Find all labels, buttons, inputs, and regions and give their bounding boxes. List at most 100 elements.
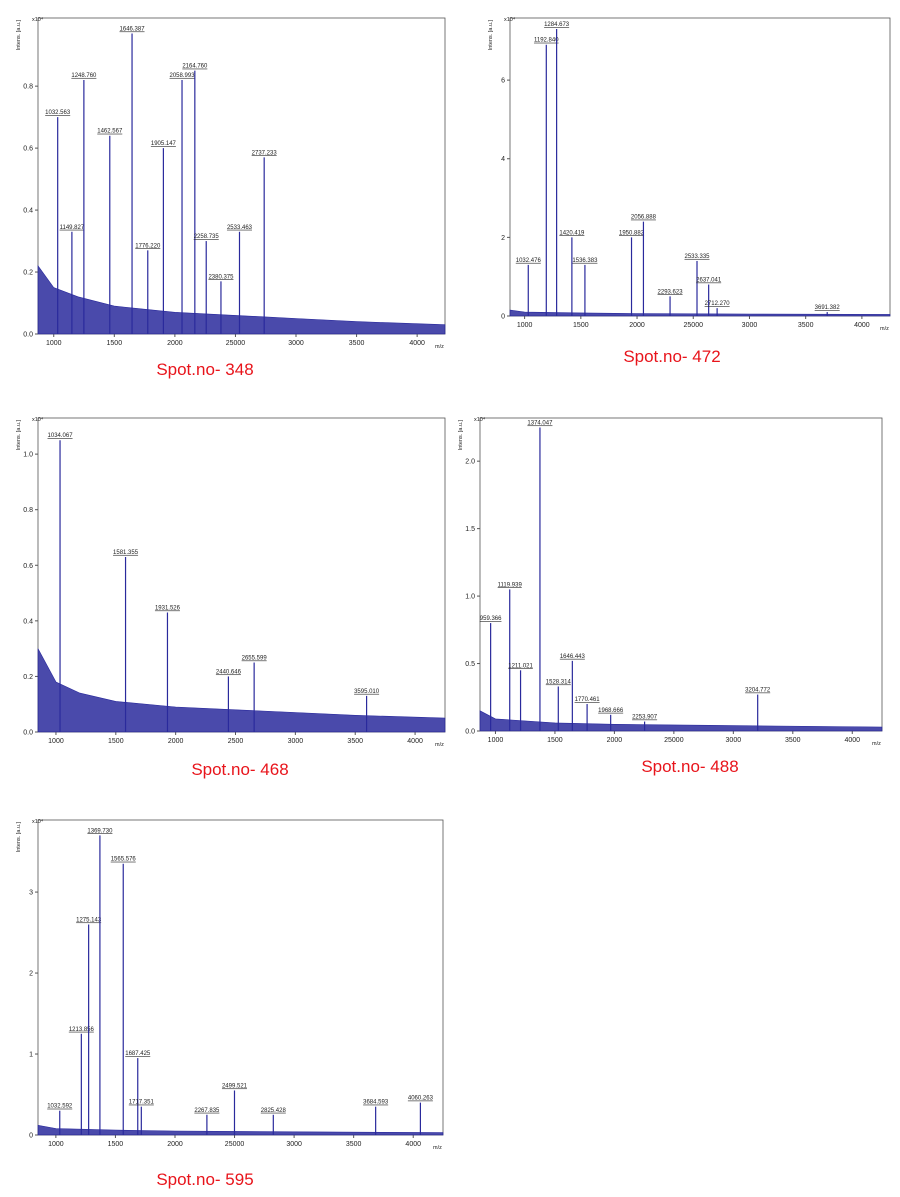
y-tick-label: 3	[29, 890, 33, 897]
peak-label: 1528.314	[546, 679, 572, 685]
y-scale: x10⁴	[474, 416, 486, 423]
y-tick-label: 0.2	[23, 270, 33, 277]
peak-label: 1032.563	[45, 110, 71, 116]
peak-label: 3595.010	[354, 689, 380, 695]
x-tick-label: 2000	[167, 340, 183, 347]
x-tick-label: 4000	[854, 322, 870, 329]
x-tick-label: 3000	[288, 340, 304, 347]
x-tick-label: 2000	[168, 738, 184, 745]
x-tick-label: 1500	[108, 1141, 124, 1148]
peak-label: 1420.419	[559, 230, 585, 236]
y-tick-label: 0.0	[23, 730, 33, 737]
y-tick-label: 4	[501, 156, 505, 163]
x-tick-label: 3000	[286, 1141, 302, 1148]
peak-label: 1646.387	[120, 26, 146, 32]
peak-label: 1192.840	[534, 38, 559, 44]
peak-label: 1968.666	[598, 708, 624, 714]
peak-label: 1565.576	[111, 857, 137, 863]
peak-label: 1032.476	[516, 258, 542, 264]
x-axis-label: m/z	[880, 326, 889, 332]
x-tick-label: 1000	[488, 737, 504, 744]
peak-label: 2058.993	[170, 73, 196, 79]
peak-label: 2825.428	[261, 1108, 287, 1114]
x-axis-label: m/z	[433, 1145, 442, 1151]
peak-label: 1119.939	[498, 582, 523, 588]
peak-label: 1536.383	[572, 258, 598, 264]
y-scale: x10⁴	[504, 16, 516, 23]
peak-label: 3684.593	[363, 1100, 389, 1106]
peak-label: 2258.735	[194, 234, 220, 240]
baseline-noise	[479, 710, 883, 732]
peak-label: 2293.623	[658, 289, 684, 295]
peak-label: 1905.147	[151, 141, 177, 147]
y-tick-label: 2	[29, 971, 33, 978]
x-tick-label: 2500	[228, 738, 244, 745]
y-tick-label: 6	[501, 78, 505, 85]
y-tick-label: 0.6	[23, 563, 33, 570]
peak-label: 2533.463	[227, 225, 253, 231]
x-tick-label: 25000	[226, 340, 246, 347]
x-tick-label: 3500	[798, 322, 814, 329]
peak-label: 1687.425	[125, 1051, 151, 1057]
peak-label: 1213.856	[69, 1027, 95, 1033]
peak-label: 2499.521	[222, 1083, 248, 1089]
peak-label: 1032.592	[47, 1104, 73, 1110]
y-axis-label: Intens. [a.u.]	[16, 822, 22, 853]
x-tick-label: 4000	[407, 738, 423, 745]
y-axis-label: Intens. [a.u.]	[488, 20, 494, 51]
x-tick-label: 1000	[46, 340, 62, 347]
y-scale: x10⁴	[32, 818, 44, 825]
y-axis-label: Intens. [a.u.]	[458, 420, 464, 451]
peak-label: 2440.646	[216, 669, 242, 675]
y-tick-label: 0.4	[23, 618, 33, 625]
x-tick-label: 2000	[167, 1141, 183, 1148]
plot-frame	[37, 417, 446, 733]
y-tick-label: 0.0	[23, 332, 33, 339]
x-tick-label: 4000	[409, 340, 425, 347]
peak-label: 2637.041	[696, 278, 722, 284]
peak-label: 1034.067	[48, 433, 74, 439]
x-axis-label: m/z	[435, 742, 444, 748]
x-tick-label: 1500	[108, 738, 124, 745]
caption: Spot.no- 468	[191, 760, 288, 779]
y-tick-label: 0.6	[23, 146, 33, 153]
y-tick-label: 0.4	[23, 208, 33, 215]
peak-label: 959.366	[480, 616, 502, 622]
peak-label: 2164.760	[182, 64, 208, 70]
plot-frame	[509, 17, 891, 317]
peak-label: 1776.220	[135, 243, 161, 249]
y-scale: x10⁴	[32, 416, 44, 423]
x-tick-label: 3500	[346, 1141, 362, 1148]
x-tick-label: 4000	[405, 1141, 421, 1148]
x-axis-label: m/z	[872, 741, 881, 747]
x-tick-label: 4000	[844, 737, 860, 744]
peak-label: 2253.907	[632, 715, 658, 721]
baseline-noise	[37, 264, 446, 335]
peak-label: 2655.599	[242, 656, 268, 662]
y-axis-label: Intens. [a.u.]	[16, 420, 22, 451]
peak-label: 4060.263	[408, 1096, 434, 1102]
peak-label: 1284.673	[544, 22, 570, 28]
peak-label: 2533.335	[684, 254, 710, 260]
y-tick-label: 1	[29, 1052, 33, 1059]
y-tick-label: 0.5	[465, 661, 475, 668]
peak-label: 1646.443	[560, 654, 586, 660]
peak-label: 1149.827	[60, 225, 85, 231]
x-tick-label: 3000	[742, 322, 758, 329]
baseline-noise	[37, 1124, 444, 1136]
peak-label: 2712.270	[705, 301, 731, 307]
caption: Spot.no- 348	[156, 360, 253, 379]
x-tick-label: 3500	[785, 737, 801, 744]
peak-label: 1211.021	[508, 663, 533, 669]
peak-label: 1950.882	[619, 230, 645, 236]
x-tick-label: 3000	[288, 738, 304, 745]
x-tick-label: 25000	[684, 322, 704, 329]
x-tick-label: 3500	[349, 340, 365, 347]
peak-label: 3204.772	[745, 688, 771, 694]
y-tick-label: 0.2	[23, 674, 33, 681]
peak-label: 2267.835	[194, 1108, 220, 1114]
caption: Spot.no- 595	[156, 1170, 253, 1189]
x-tick-label: 25000	[225, 1141, 245, 1148]
x-tick-label: 1500	[547, 737, 563, 744]
